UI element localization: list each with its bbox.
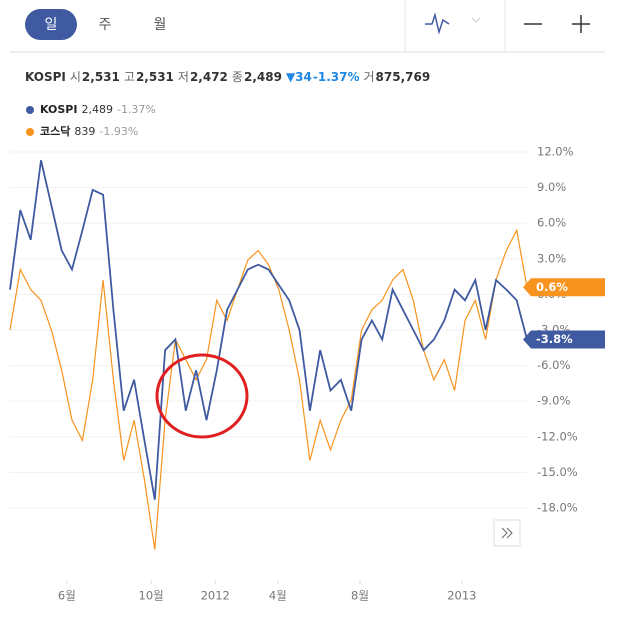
quote-field: 2,489 xyxy=(244,70,282,84)
dropdown-icon[interactable] xyxy=(471,17,481,23)
quote-field: -1.37% xyxy=(313,70,360,84)
y-tick-label: 6.0% xyxy=(537,216,566,230)
y-tick-label: -15.0% xyxy=(537,465,578,479)
y-tick-label: 3.0% xyxy=(537,251,566,265)
quote-field: 2,531 xyxy=(82,70,120,84)
x-tick-label: 2013 xyxy=(447,589,476,603)
x-tick-label: 2012 xyxy=(201,589,230,603)
x-tick-label: 8월 xyxy=(351,589,369,603)
y-tick-label: -6.0% xyxy=(537,358,570,372)
x-tick-label: 10월 xyxy=(139,589,164,603)
chart-type-icon[interactable] xyxy=(425,12,450,35)
scroll-icon xyxy=(501,527,508,539)
quote-field: 저 xyxy=(178,70,189,84)
x-tick-label: 4월 xyxy=(269,589,287,603)
quote-line: KOSPI 시2,531 고2,531 저2,472 종2,489 ▼34-1.37% 거8… xyxy=(25,70,430,84)
quote-field: 875,769 xyxy=(376,70,431,84)
last-value-label: 0.6% xyxy=(536,280,568,294)
legend-field: -1.93% xyxy=(99,125,138,138)
tab[interactable]: 일 xyxy=(45,17,58,33)
scroll-icon xyxy=(506,527,513,539)
y-tick-label: -12.0% xyxy=(537,429,578,443)
legend-text: 코스닥 839 -1.93% xyxy=(40,124,138,138)
quote-field: 거 xyxy=(364,70,375,84)
legend-field: 839 xyxy=(74,125,95,138)
last-value-label: -3.8% xyxy=(536,332,573,346)
tab-active[interactable] xyxy=(25,9,77,40)
last-value-badge xyxy=(523,330,605,349)
highlight-circle xyxy=(155,353,249,439)
quote-field: 2,531 xyxy=(136,70,174,84)
series-line xyxy=(9,228,528,550)
quote-field: KOSPI xyxy=(25,70,66,84)
legend: KOSPI 2,489 -1.37% 코스닥 839 -1.93% xyxy=(26,103,156,138)
plot: 12.0%9.0%6.0%3.0%0.0%-3.0%-6.0%-9.0%-12.… xyxy=(9,144,605,603)
legend-text: KOSPI 2,489 -1.37% xyxy=(40,103,156,116)
legend-field: 2,489 xyxy=(81,103,113,116)
quote-text: KOSPI 시2,531 고2,531 저2,472 종2,489 ▼34-1.37% 거8… xyxy=(25,70,430,84)
tab[interactable]: 월 xyxy=(154,17,167,33)
quote-field: 시 xyxy=(70,70,81,84)
quote-field: 2,472 xyxy=(190,70,228,84)
y-tick-label: 12.0% xyxy=(537,144,574,158)
y-tick-label: -9.0% xyxy=(537,394,570,408)
quote-field: 종 xyxy=(232,70,243,84)
tab[interactable]: 주 xyxy=(99,17,112,33)
legend-marker xyxy=(26,128,34,136)
last-value-badge xyxy=(523,278,605,297)
series-line xyxy=(9,160,528,500)
legend-field: 코스닥 xyxy=(40,124,70,138)
quote-field: 고 xyxy=(124,70,135,84)
legend-field: KOSPI xyxy=(40,103,77,116)
legend-field: -1.37% xyxy=(117,103,156,116)
y-tick-label: -18.0% xyxy=(537,500,578,514)
quote-field: ▼34 xyxy=(286,70,312,84)
legend-marker xyxy=(26,106,34,114)
y-tick-label: 9.0% xyxy=(537,180,566,194)
x-tick-label: 6월 xyxy=(58,589,76,603)
